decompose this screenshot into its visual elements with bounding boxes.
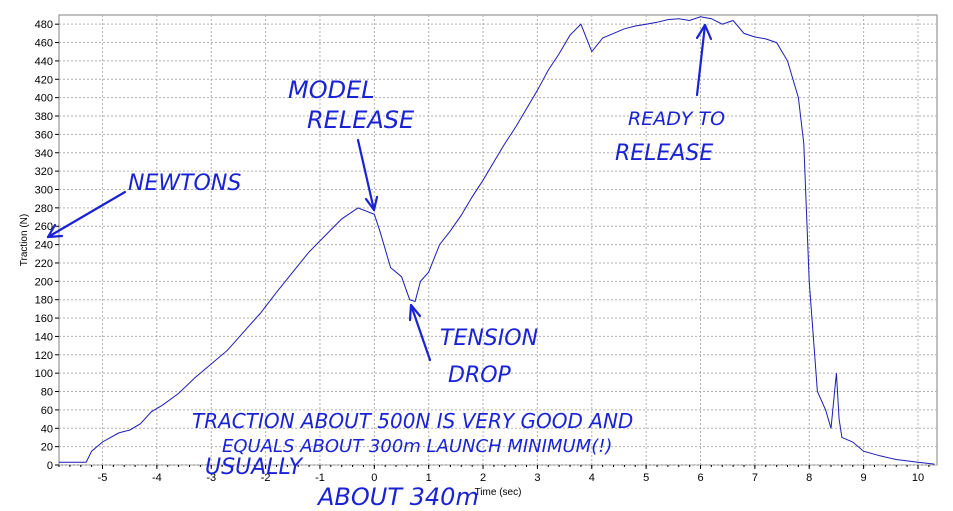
x-tick-label: -2 <box>261 472 271 484</box>
y-tick-label: 380 <box>35 111 53 123</box>
annotation-model-text-1: MODEL <box>288 76 375 104</box>
annotation-note-2: EQUALS ABOUT 300m LAUNCH MINIMUM(!) <box>222 436 612 457</box>
y-tick-label: 240 <box>35 240 53 252</box>
y-tick-label: 440 <box>35 56 53 68</box>
x-tick-label: -5 <box>98 472 108 484</box>
y-tick-label: 20 <box>41 442 53 454</box>
x-tick-label: 6 <box>697 472 703 484</box>
arrowhead-tension <box>408 303 422 322</box>
x-tick-label: 5 <box>643 472 649 484</box>
plot-area <box>58 14 938 466</box>
grid <box>59 15 937 466</box>
annotation-model-text-2: RELEASE <box>307 106 415 134</box>
arrowhead-ready <box>695 23 713 41</box>
arrow-tension <box>409 303 432 362</box>
x-tick-label: 3 <box>534 472 540 484</box>
y-tick-label: 460 <box>35 38 53 50</box>
annotation-ready: READY TO RELEASE <box>615 23 725 166</box>
y-tick-label: 0 <box>47 460 53 472</box>
ticks <box>55 23 930 469</box>
x-tick-label: 8 <box>806 472 812 484</box>
x-tick-label: 9 <box>861 472 867 484</box>
x-tick-label: -4 <box>152 472 162 484</box>
y-tick-label: 340 <box>35 148 53 160</box>
y-tick-label: 180 <box>35 295 53 307</box>
x-tick-label: -3 <box>206 472 216 484</box>
tick-labels: 0204060801001201401601802002202402602803… <box>35 19 924 484</box>
annotation-ready-text-2: RELEASE <box>615 141 713 166</box>
annotation-note-4: ABOUT 340m <box>316 483 479 511</box>
annotation-tension: TENSION DROP <box>408 303 538 388</box>
x-tick-label: 10 <box>912 472 924 484</box>
y-tick-label: 420 <box>35 74 53 86</box>
arrow-ready <box>695 23 707 97</box>
series-line <box>59 16 935 465</box>
x-axis-title: Time (sec) <box>475 487 522 498</box>
y-tick-label: 260 <box>35 221 53 233</box>
annotation-note-1: TRACTION ABOUT 500N IS VERY GOOD AND <box>192 409 633 433</box>
y-tick-label: 280 <box>35 203 53 215</box>
annotation-tension-text-2: DROP <box>448 363 512 388</box>
annotation-newtons-text: NEWTONS <box>128 171 241 196</box>
y-axis-title: Traction (N) <box>19 214 30 266</box>
arrowhead-model-release <box>364 195 379 212</box>
y-tick-label: 140 <box>35 331 53 343</box>
y-tick-label: 60 <box>41 405 53 417</box>
y-tick-label: 220 <box>35 258 53 270</box>
series-layer <box>59 16 935 465</box>
annotation-note-3: USUALLY <box>205 455 304 480</box>
y-tick-label: 80 <box>41 387 53 399</box>
annotation-newtons: NEWTONS <box>46 171 241 239</box>
x-tick-label: 0 <box>371 472 377 484</box>
x-tick-label: 4 <box>589 472 595 484</box>
y-tick-label: 480 <box>35 19 53 31</box>
arrow-newtons <box>46 190 127 239</box>
y-tick-label: 300 <box>35 184 53 196</box>
x-tick-label: 7 <box>752 472 758 484</box>
annotation-ready-text-1: READY TO <box>628 108 725 130</box>
y-tick-label: 120 <box>35 350 53 362</box>
x-tick-label: 1 <box>426 472 432 484</box>
y-tick-label: 320 <box>35 166 53 178</box>
arrowhead-newtons <box>46 223 64 239</box>
arrow-model-release <box>356 138 376 212</box>
annotation-note: TRACTION ABOUT 500N IS VERY GOOD AND EQU… <box>192 409 633 511</box>
y-tick-label: 400 <box>35 93 53 105</box>
y-tick-label: 40 <box>41 423 53 435</box>
x-tick-label: -1 <box>315 472 325 484</box>
y-tick-label: 160 <box>35 313 53 325</box>
x-tick-label: 2 <box>480 472 486 484</box>
y-tick-label: 100 <box>35 368 53 380</box>
annotation-model-release: MODEL RELEASE <box>288 76 415 212</box>
annotation-tension-text-1: TENSION <box>440 326 538 351</box>
y-tick-label: 200 <box>35 276 53 288</box>
y-tick-label: 360 <box>35 129 53 141</box>
